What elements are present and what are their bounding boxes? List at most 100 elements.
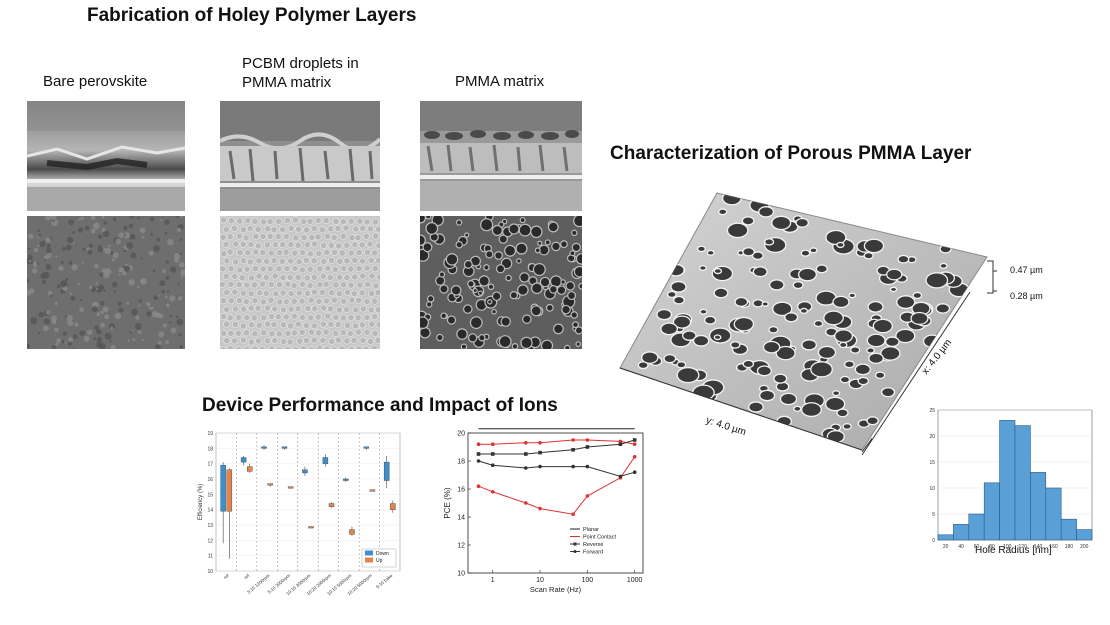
- line-point: [490, 463, 495, 467]
- box-up: [226, 469, 233, 512]
- box-down: [240, 457, 247, 463]
- label-pmma-matrix: PMMA matrix: [455, 73, 545, 90]
- line-point: [585, 464, 590, 469]
- afm-x-axis-line: [862, 291, 971, 456]
- line-chart-y-tick-label: 10: [457, 571, 465, 578]
- box-y-tick-label: 11: [208, 554, 213, 560]
- line-point: [618, 474, 623, 479]
- line-point: [524, 441, 528, 445]
- line-chart-x-tick-label: 1: [491, 577, 495, 584]
- box-y-tick-label: 19: [207, 431, 213, 437]
- histogram-x-tick-label: 120: [1019, 544, 1028, 550]
- line-chart-x-tick-label: 10: [536, 577, 544, 584]
- line-chart-y-tick-label: 18: [457, 459, 465, 466]
- label-pcbm-droplets: PCBM droplets in PMMA matrix: [242, 55, 359, 91]
- box-up: [308, 526, 314, 529]
- line-point: [490, 442, 495, 446]
- line-point: [585, 445, 590, 449]
- line-chart-x-tick-label: 100: [582, 577, 594, 584]
- line-point: [538, 464, 542, 469]
- sem-cross-section-pmma-matrix: [420, 101, 582, 211]
- box-up: [267, 483, 273, 486]
- histogram-bar: [1045, 487, 1062, 541]
- box-down: [281, 446, 288, 449]
- sem-cross-section-bare-perovskite: [27, 101, 185, 211]
- histogram-x-tick-label: 180: [1065, 544, 1074, 550]
- line-legend-label: Reverse: [583, 542, 603, 548]
- histogram-x-tick-label: 200: [1080, 544, 1089, 550]
- line-point: [476, 459, 481, 463]
- box-ylabel: Efficiency (%): [198, 484, 204, 521]
- line-point: [524, 452, 528, 456]
- device-title: Device Performance and Impact of Ions: [202, 395, 558, 416]
- afm-z-scale-bracket: [987, 260, 997, 294]
- line-point: [571, 448, 575, 452]
- histogram-bar: [999, 420, 1016, 541]
- line-point: [538, 506, 542, 511]
- box-category-label: ref: [243, 572, 251, 580]
- afm-3d-surface: [612, 185, 992, 455]
- box-down: [363, 446, 370, 449]
- line-point: [632, 442, 637, 446]
- box-category-label: 5:10 bake: [375, 573, 394, 590]
- line-legend-label: Point Contact: [583, 535, 616, 541]
- line-chart-ylabel: PCE (%): [443, 487, 452, 518]
- box-down: [343, 478, 349, 481]
- histogram-y-tick-label: 15: [929, 460, 935, 466]
- line-point: [632, 455, 637, 459]
- histogram-bar: [983, 482, 1000, 541]
- histogram-bar: [1030, 472, 1047, 541]
- line-point: [618, 439, 623, 444]
- line-point: [585, 438, 590, 442]
- line-point: [524, 501, 528, 505]
- box-legend-label: Down: [376, 551, 389, 557]
- line-legend-label: Planar: [583, 527, 599, 533]
- line-chart-y-tick-label: 16: [457, 487, 465, 494]
- line-point: [490, 490, 495, 494]
- box-y-tick-label: 18: [207, 446, 213, 452]
- histogram-y-tick-label: 20: [929, 434, 935, 440]
- line-point: [490, 452, 495, 456]
- line-point: [571, 438, 575, 442]
- histogram-x-tick-label: 160: [1049, 544, 1058, 550]
- line-series-forward: [478, 460, 635, 477]
- line-point: [476, 442, 481, 446]
- histogram-y-tick-label: 25: [929, 408, 935, 414]
- histogram-x-tick-label: 20: [943, 544, 949, 550]
- histogram-x-tick-label: 80: [989, 544, 995, 550]
- line-point: [632, 438, 637, 442]
- histogram-y-tick-label: 10: [929, 486, 935, 492]
- box-down: [383, 461, 390, 481]
- line-chart-y-tick-label: 12: [457, 543, 465, 550]
- line-series-reverse: [478, 439, 635, 455]
- line-point: [524, 466, 528, 470]
- histogram-y-tick-label: 0: [932, 538, 935, 544]
- histogram-x-tick-label: 60: [974, 544, 980, 550]
- histogram-chart: 0 5 10 15 20 25 20 40 60 80 100 120 140 160 180 200: [920, 402, 1100, 562]
- box-legend-label: Up: [376, 558, 383, 564]
- box-down: [322, 457, 329, 464]
- line-point: [585, 494, 590, 498]
- afm-axis-lines: [619, 367, 872, 453]
- characterization-title: Characterization of Porous PMMA Layer: [610, 143, 972, 164]
- sem-top-view-pmma-matrix: [420, 216, 582, 349]
- box-down: [220, 464, 226, 512]
- line-point: [476, 484, 481, 488]
- line-series-point-contact: [478, 439, 635, 445]
- sem-cross-section-pcbm-droplets: [220, 101, 380, 211]
- box-up: [349, 529, 355, 535]
- line-point: [571, 464, 575, 469]
- box-up: [369, 489, 376, 492]
- histogram-bar: [1076, 529, 1093, 541]
- box-y-tick-label: 15: [207, 492, 213, 498]
- line-series-point-contact: [478, 456, 636, 515]
- box-category-label: ref: [223, 572, 231, 580]
- box-down: [261, 446, 267, 449]
- box-y-tick-label: 10: [207, 569, 213, 575]
- line-point: [571, 512, 575, 516]
- afm-z-min-label: 0.28 µm: [1010, 291, 1043, 301]
- fabrication-title: Fabrication of Holey Polymer Layers: [87, 5, 417, 26]
- histogram-bar: [1014, 425, 1031, 541]
- line-chart-y-tick-label: 20: [457, 431, 465, 438]
